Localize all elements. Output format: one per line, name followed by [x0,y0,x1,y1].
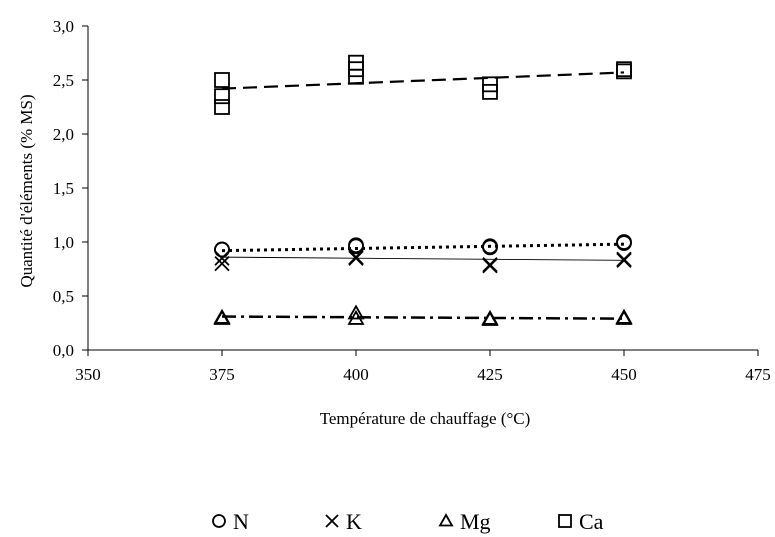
point-n [616,235,632,251]
point-mg [347,309,365,325]
point-mg [213,309,231,325]
x-tick-label: 350 [75,365,101,384]
point-ca [214,72,230,88]
legend: N K Mg Ca [212,509,604,534]
y-tick-label: 0,0 [53,341,74,360]
x-tick-label: 375 [209,365,235,384]
point-ca [348,68,364,85]
legend-marker-n [212,514,226,528]
point-k [214,255,230,272]
point-ca [616,63,632,80]
y-tick-label: 1,0 [53,233,74,252]
legend-item-k: K [325,509,362,534]
point-k [348,250,364,266]
x-tick-label: 425 [477,365,503,384]
trend-line-n [221,242,625,253]
trend-line-mg [221,315,625,320]
trend-lines [221,71,625,320]
y-tick-label: 2,0 [53,125,74,144]
point-mg [615,309,633,325]
point-ca [214,88,230,105]
point-k [214,250,230,266]
point-ca [214,99,230,115]
point-ca [482,83,498,100]
y-tick-label: 3,0 [53,17,74,36]
legend-label-mg: Mg [460,509,491,534]
x-axis-title: Température de chauffage (°C) [320,409,531,428]
point-n [482,238,498,255]
y-axis-title: Quantité d'éléments (% MS) [17,94,36,287]
point-mg [347,304,365,320]
legend-item-mg: Mg [438,509,491,534]
y-tick-label: 1,5 [53,179,74,198]
legend-label-k: K [346,509,362,534]
legend-item-n: N [212,509,249,534]
legend-marker-ca [558,514,572,528]
axes: 0,0 0,5 1,0 1,5 2,0 2,5 3,0 350 375 400 425 450 475 [53,17,771,384]
x-tick-label: 475 [745,365,771,384]
legend-label-n: N [233,509,249,534]
point-n [214,241,230,258]
trend-line-k [221,256,625,261]
trend-line-ca [221,71,625,90]
x-tick-label: 400 [343,365,369,384]
y-tick-label: 0,5 [53,287,74,306]
legend-marker-mg [438,513,454,527]
legend-label-ca: Ca [579,509,604,534]
legend-item-ca: Ca [558,509,604,534]
data-points [213,54,633,326]
point-n [348,238,364,255]
point-k [482,258,498,274]
x-tick-label: 450 [611,365,637,384]
legend-marker-k [325,514,339,528]
point-mg [481,310,499,326]
y-tick-label: 2,5 [53,71,74,90]
point-k [616,252,632,268]
